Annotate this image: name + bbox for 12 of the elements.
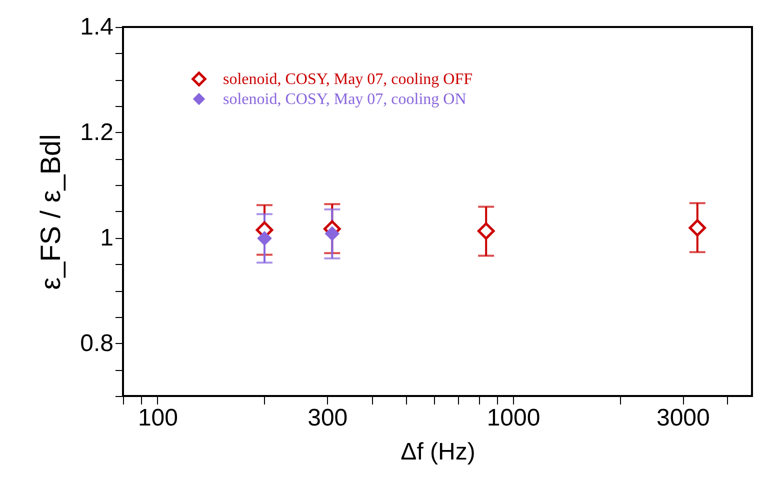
legend-label: solenoid, COSY, May 07, cooling ON [223, 91, 467, 108]
x-axis-title: Δf (Hz) [400, 438, 476, 466]
legend-label: solenoid, COSY, May 07, cooling OFF [223, 71, 473, 88]
y-tick-label: 1 [100, 224, 114, 252]
y-tick-label: 1.4 [80, 14, 114, 40]
y-axis-title: ε_FS / ε_Bdl [35, 134, 66, 290]
x-tick-label: 1000 [486, 404, 540, 432]
x-tick-label: 300 [308, 404, 348, 432]
y-tick-label: 0.8 [80, 330, 114, 357]
x-tick-label: 100 [138, 404, 178, 432]
y-tick-label: 1.2 [80, 118, 114, 146]
x-tick-label: 3000 [656, 404, 710, 432]
